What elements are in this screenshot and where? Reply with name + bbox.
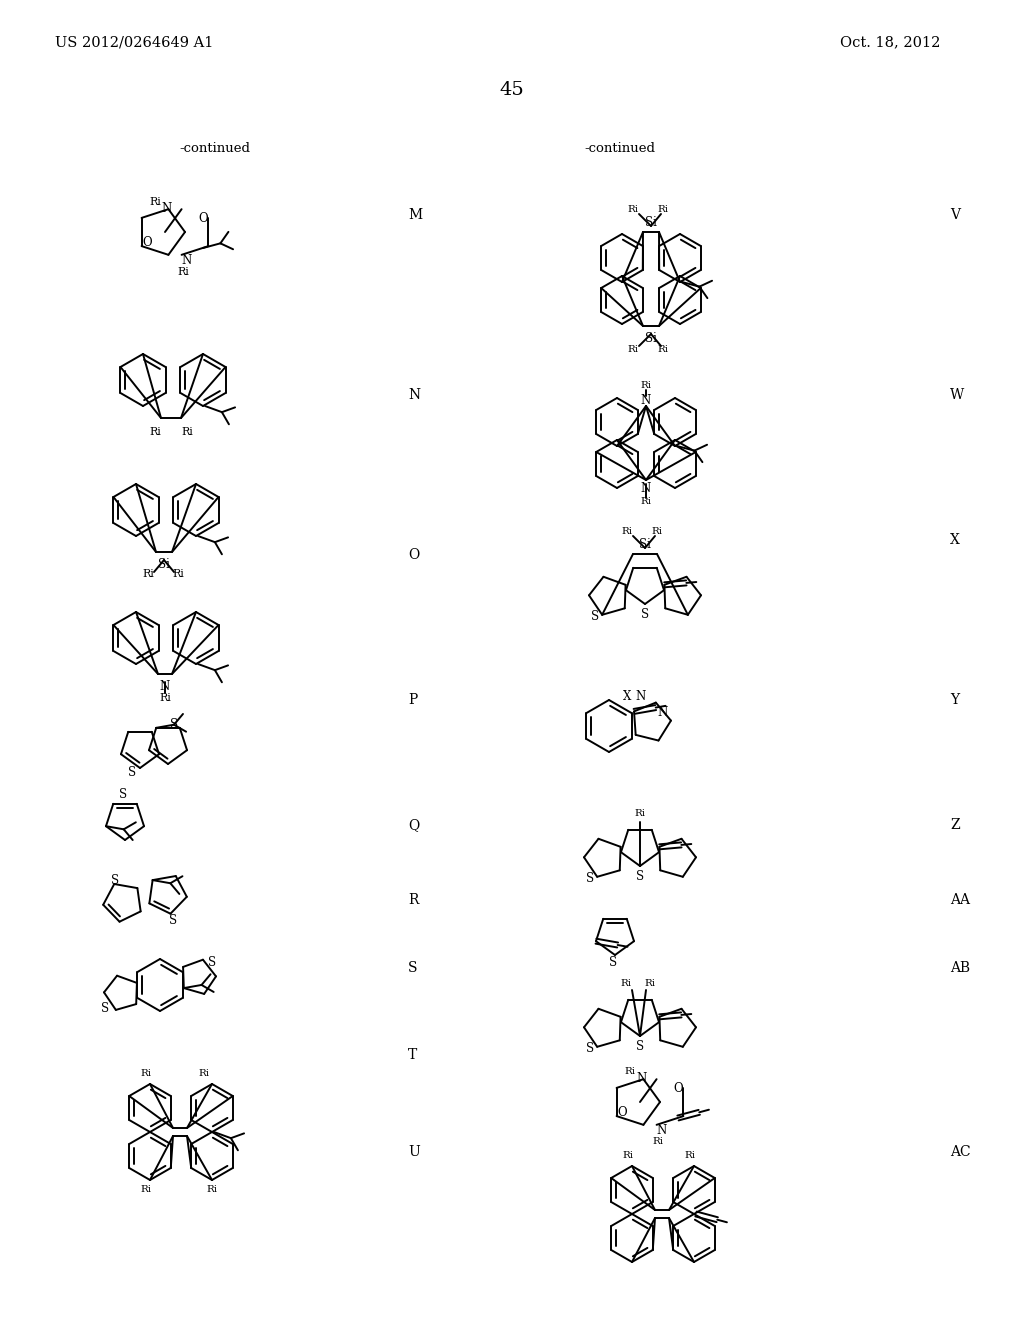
Text: Ri: Ri: [150, 426, 161, 437]
Text: Oct. 18, 2012: Oct. 18, 2012: [840, 36, 940, 49]
Text: R: R: [408, 894, 419, 907]
Text: S: S: [170, 718, 178, 730]
Text: T: T: [408, 1048, 417, 1063]
Text: O: O: [199, 211, 208, 224]
Text: AB: AB: [950, 961, 970, 975]
Text: Ri: Ri: [640, 381, 651, 391]
Text: Si: Si: [645, 331, 657, 345]
Text: Si: Si: [639, 537, 651, 550]
Text: Q: Q: [408, 818, 419, 832]
Text: US 2012/0264649 A1: US 2012/0264649 A1: [55, 36, 213, 49]
Text: Ri: Ri: [635, 809, 645, 818]
Text: Ri: Ri: [625, 1068, 636, 1077]
Text: Ri: Ri: [177, 267, 189, 277]
Text: N: N: [641, 393, 651, 407]
Text: S: S: [208, 957, 216, 969]
Text: N: N: [656, 1123, 667, 1137]
Text: Z: Z: [950, 818, 959, 832]
Text: AA: AA: [950, 894, 970, 907]
Text: Ri: Ri: [628, 206, 639, 214]
Text: Si: Si: [645, 215, 657, 228]
Text: Ri: Ri: [652, 1138, 664, 1147]
Text: AC: AC: [950, 1144, 971, 1159]
Text: S: S: [111, 874, 119, 887]
Text: X: X: [950, 533, 959, 546]
Text: Si: Si: [158, 557, 170, 570]
Text: M: M: [408, 209, 422, 222]
Text: P: P: [408, 693, 417, 708]
Text: S: S: [636, 870, 644, 883]
Text: O: O: [142, 235, 152, 248]
Text: U: U: [408, 1144, 420, 1159]
Text: Ri: Ri: [140, 1185, 152, 1195]
Text: Ri: Ri: [657, 346, 669, 355]
Text: N: N: [637, 1072, 647, 1085]
Text: Ri: Ri: [172, 569, 184, 579]
Text: -continued: -continued: [179, 141, 251, 154]
Text: Ri: Ri: [621, 979, 632, 989]
Text: Ri: Ri: [651, 528, 663, 536]
Text: Ri: Ri: [628, 346, 639, 355]
Text: S: S: [169, 913, 177, 927]
Text: -continued: -continued: [585, 141, 655, 154]
Text: N: N: [641, 482, 651, 495]
Text: S: S: [119, 788, 127, 800]
Text: Ri: Ri: [181, 426, 193, 437]
Text: Ri: Ri: [159, 693, 171, 704]
Text: N: N: [657, 705, 668, 718]
Text: Ri: Ri: [684, 1151, 695, 1160]
Text: S: S: [636, 1040, 644, 1052]
Text: O: O: [617, 1106, 627, 1118]
Text: Ri: Ri: [207, 1185, 217, 1195]
Text: V: V: [950, 209, 961, 222]
Text: S: S: [609, 957, 617, 969]
Text: S: S: [586, 1041, 594, 1055]
Text: 45: 45: [500, 81, 524, 99]
Text: Ri: Ri: [140, 1069, 152, 1078]
Text: N: N: [182, 253, 193, 267]
Text: S: S: [128, 766, 136, 779]
Text: Y: Y: [950, 693, 959, 708]
Text: Ri: Ri: [142, 569, 154, 579]
Text: Ri: Ri: [622, 528, 633, 536]
Text: S: S: [641, 607, 649, 620]
Text: Ri: Ri: [657, 206, 669, 214]
Text: Ri: Ri: [644, 979, 655, 989]
Text: S: S: [408, 961, 418, 975]
Text: O: O: [673, 1081, 683, 1094]
Text: S: S: [586, 871, 594, 884]
Text: N: N: [162, 202, 172, 214]
Text: N: N: [636, 689, 646, 702]
Text: N: N: [160, 680, 170, 693]
Text: W: W: [950, 388, 965, 403]
Text: O: O: [408, 548, 419, 562]
Text: S: S: [591, 610, 599, 623]
Text: Ri: Ri: [623, 1151, 634, 1160]
Text: Ri: Ri: [150, 197, 161, 207]
Text: Ri: Ri: [199, 1069, 210, 1078]
Text: N: N: [408, 388, 420, 403]
Text: S: S: [101, 1002, 110, 1015]
Text: Ri: Ri: [640, 498, 651, 507]
Text: X: X: [623, 689, 631, 702]
